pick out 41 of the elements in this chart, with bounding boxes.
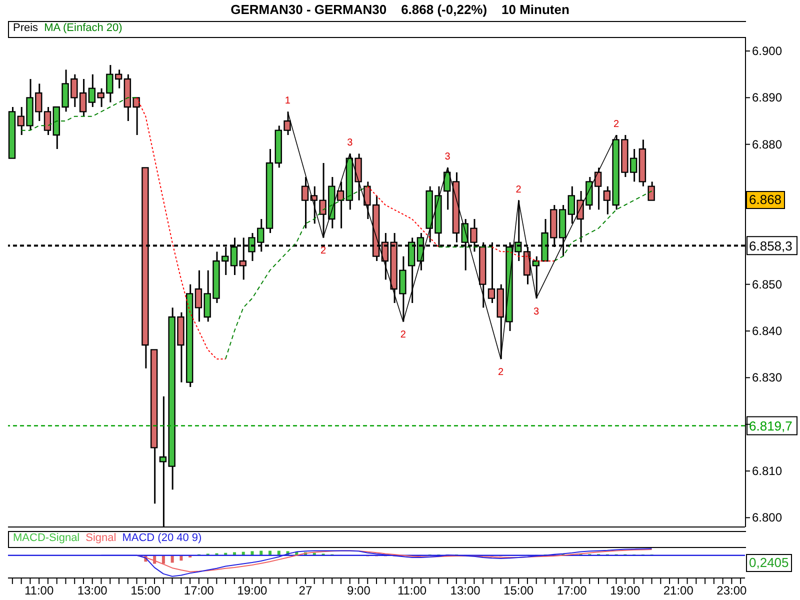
annotation: 3 <box>534 306 540 318</box>
ref-line-label: 6.858,3 <box>749 238 792 254</box>
text: Signal <box>86 532 116 544</box>
annotation: 6.868 <box>746 191 785 210</box>
annotation: 3 <box>347 138 354 149</box>
x-tick-label: 17:00 <box>184 584 214 598</box>
annotation: 2 <box>400 330 406 341</box>
x-tick-label: 15:00 <box>130 584 161 598</box>
x-tick-label: 13:00 <box>450 584 481 598</box>
x-tick-label: 17:00 <box>556 584 588 598</box>
x-tick-label: 11:00 <box>24 584 54 598</box>
text: MACD-Signal <box>13 532 80 544</box>
y-tick-label: 6.900 <box>752 44 782 58</box>
y-tick-label: 6.830 <box>752 370 782 385</box>
x-tick-label: 23:00 <box>716 584 748 598</box>
annotation: 2 <box>498 367 504 378</box>
x-tick-label: 19:00 <box>610 584 640 598</box>
ref-line-label: 6.819,7 <box>749 418 792 434</box>
x-tick-label: 13:00 <box>77 584 108 598</box>
x-tick-label: 9:00 <box>347 584 371 598</box>
y-tick-label: 6.890 <box>752 90 782 105</box>
text: MA (Einfach 20) <box>44 22 122 34</box>
annotation: 2 <box>516 184 522 196</box>
x-tick-label: 11:00 <box>397 584 427 598</box>
chart-title: GERMAN30 - GERMAN30 6.868 (-0,22%) 10 Minuten <box>230 2 570 17</box>
x-tick-label: 15:00 <box>504 584 534 598</box>
y-tick-label: 6.810 <box>752 464 782 478</box>
y-tick-label: 6.850 <box>752 277 782 292</box>
annotation: 2 <box>320 246 326 257</box>
x-tick-label: 27 <box>298 584 312 598</box>
text: 0,2405 <box>746 554 792 572</box>
x-tick-label: 21:00 <box>663 584 694 598</box>
annotation: 3 <box>444 152 451 163</box>
y-tick-label: 6.840 <box>752 324 782 338</box>
y-tick-label: 6.880 <box>752 137 782 152</box>
annotation: 2 <box>613 119 620 130</box>
annotation: 1 <box>284 96 291 107</box>
y-tick-label: 6.800 <box>752 510 782 525</box>
x-tick-label: 19:00 <box>237 584 268 598</box>
legend-label: Preis <box>13 22 38 34</box>
series-label: MACD (20 40 9) <box>122 532 202 544</box>
